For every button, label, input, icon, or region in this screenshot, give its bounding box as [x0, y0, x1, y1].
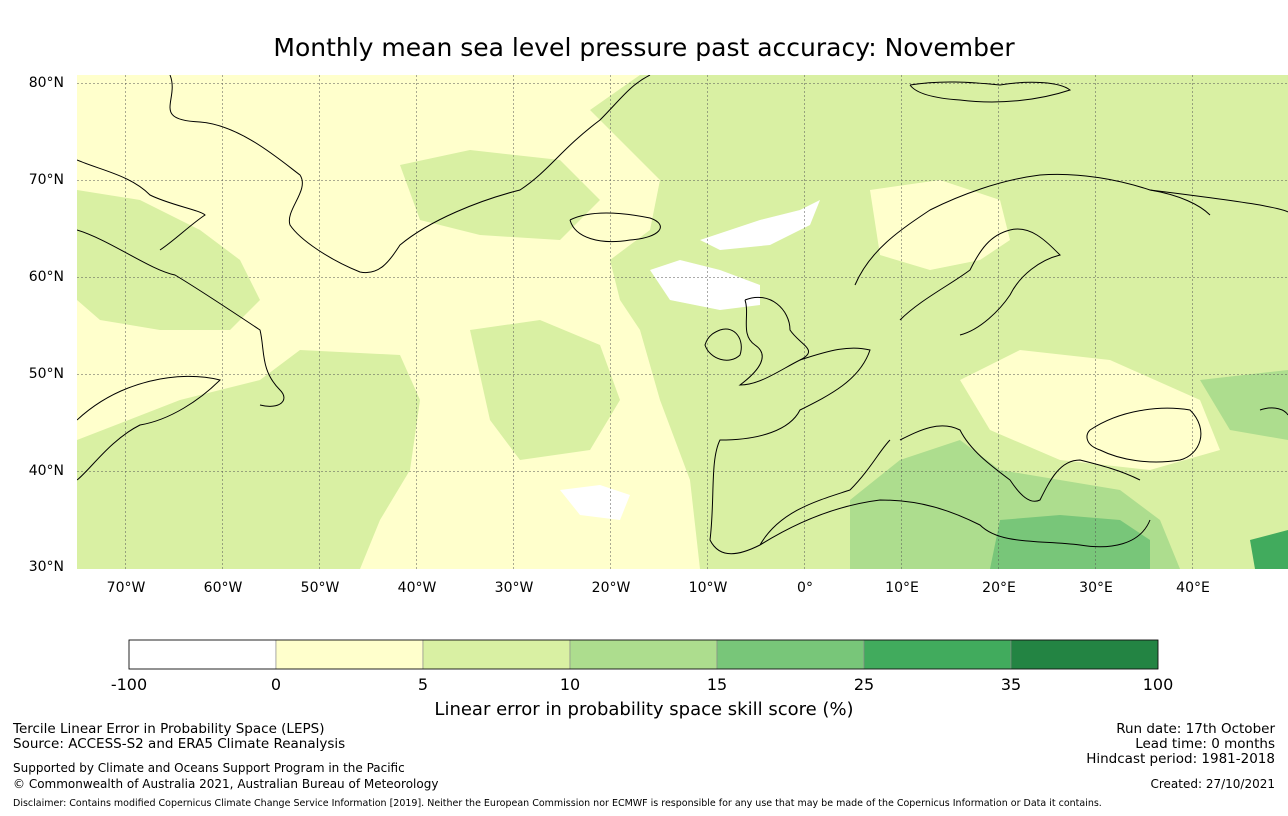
footer-run-date: Run date: 17th October — [1116, 721, 1275, 737]
coast-norway — [854, 173, 1211, 286]
colorbar-segment — [128, 639, 277, 670]
footer-copyright: © Commonwealth of Australia 2021, Austra… — [13, 777, 439, 791]
lon-label: 40°E — [1176, 580, 1210, 596]
coast-caspian — [1259, 407, 1288, 416]
colorbar-frame — [128, 639, 1159, 670]
lon-label: 50°W — [300, 580, 340, 596]
region-15-25-levant — [990, 515, 1150, 569]
region-negative-nordic — [700, 200, 820, 250]
colorbar-title: Linear error in probability space skill … — [434, 699, 854, 720]
lon-label: 10°E — [885, 580, 919, 596]
lat-label: 40°N — [28, 463, 64, 479]
coast-ireland — [704, 328, 742, 361]
region-5-10-labrador — [77, 190, 260, 330]
coast-svalbard — [909, 81, 1072, 103]
colorbar-segment — [716, 639, 865, 670]
colorbar-tick-label: 10 — [559, 675, 581, 694]
region-10-15-east — [1200, 370, 1288, 440]
colorbar-tick-label: -100 — [110, 675, 148, 694]
colorbar — [128, 639, 1159, 670]
coast-north-africa — [759, 499, 1151, 548]
footer-disclaimer: Disclaimer: Contains modified Copernicus… — [13, 798, 1102, 809]
coastlines — [77, 75, 1288, 555]
lon-label: 30°W — [494, 580, 534, 596]
coast-italy-balkans — [899, 425, 1141, 502]
region-5-10-mid-atlantic — [470, 320, 620, 460]
colorbar-tick-label: 0 — [270, 675, 282, 694]
lon-label: 20°W — [591, 580, 631, 596]
colorbar-segment — [863, 639, 1012, 670]
footer-created: Created: 27/10/2021 — [1150, 777, 1275, 791]
coast-iceland — [569, 212, 661, 243]
colorbar-tick-label: 100 — [1142, 675, 1174, 694]
colorbar-tick-label: 25 — [853, 675, 875, 694]
colorbar-tick-label: 15 — [706, 675, 728, 694]
region-0-5-central-europe — [960, 350, 1220, 470]
lat-label: 80°N — [28, 75, 64, 91]
colorbar-segment — [1010, 639, 1159, 670]
colorbar-segment — [422, 639, 571, 670]
graticule — [77, 75, 1288, 569]
coast-sweden-finland — [899, 228, 1061, 336]
lat-label: 70°N — [28, 172, 64, 188]
coast-greenland — [169, 75, 651, 274]
lon-label: 20°E — [982, 580, 1016, 596]
coast-russia-north — [1149, 189, 1288, 213]
coast-black-sea — [1086, 407, 1202, 463]
lat-label: 30°N — [28, 559, 64, 575]
skill-regions — [77, 75, 1288, 569]
coast-british-isles — [738, 296, 809, 386]
footer-lead-time: Lead time: 0 months — [1135, 736, 1275, 752]
lon-label: 10°W — [688, 580, 728, 596]
lon-label: 0° — [797, 580, 813, 596]
region-25-35-southeast — [1250, 530, 1288, 569]
footer-method: Tercile Linear Error in Probability Spac… — [13, 721, 325, 737]
footer-hindcast: Hindcast period: 1981-2018 — [1086, 751, 1275, 767]
lon-label: 70°W — [106, 580, 146, 596]
lat-label: 50°N — [28, 366, 64, 382]
footer-source: Source: ACCESS-S2 and ERA5 Climate Reana… — [13, 736, 346, 752]
lon-label: 40°W — [397, 580, 437, 596]
region-0-5-scandinavia — [870, 180, 1010, 270]
map-title: Monthly mean sea level pressure past acc… — [273, 33, 1015, 62]
region-5-10-irminger — [400, 150, 600, 240]
region-negative-subtropic — [560, 485, 630, 520]
coast-iberia-france — [709, 347, 891, 555]
footer-support: Supported by Climate and Oceans Support … — [13, 761, 405, 775]
coast-baffin-island — [77, 159, 206, 251]
lon-label: 60°W — [203, 580, 243, 596]
colorbar-tick-label: 35 — [1000, 675, 1022, 694]
coast-nova-scotia — [77, 375, 221, 481]
colorbar-segment — [275, 639, 424, 670]
region-5-10-southwest — [77, 350, 420, 569]
region-negative-north-atlantic — [650, 260, 760, 310]
colorbar-tick-label: 5 — [417, 675, 429, 694]
lat-label: 60°N — [28, 269, 64, 285]
coast-labrador — [77, 229, 285, 407]
colorbar-segment — [569, 639, 718, 670]
lon-label: 30°E — [1079, 580, 1113, 596]
